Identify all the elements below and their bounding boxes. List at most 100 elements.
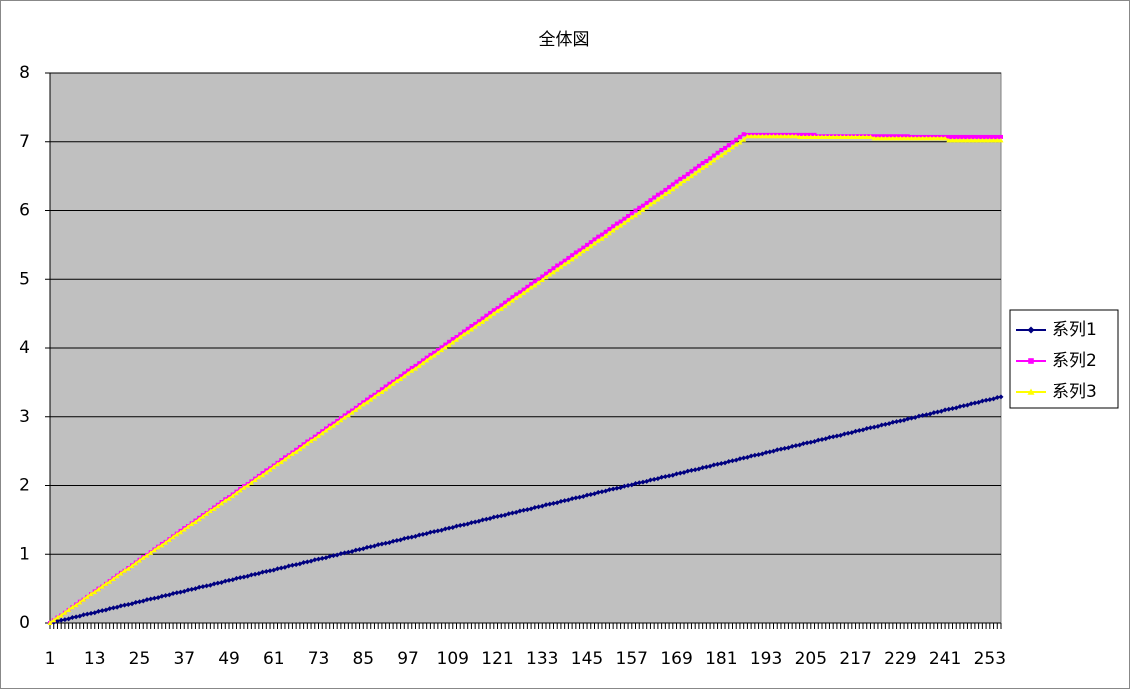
marker bbox=[536, 280, 542, 285]
marker bbox=[588, 491, 594, 497]
marker bbox=[864, 425, 870, 431]
marker bbox=[998, 394, 1004, 400]
marker bbox=[879, 135, 885, 141]
marker bbox=[558, 264, 564, 269]
marker bbox=[599, 489, 605, 495]
marker bbox=[674, 179, 679, 184]
marker bbox=[92, 610, 98, 616]
marker bbox=[151, 547, 157, 553]
marker bbox=[536, 504, 542, 510]
marker bbox=[424, 355, 429, 360]
marker bbox=[371, 394, 377, 399]
marker bbox=[640, 207, 646, 212]
marker bbox=[573, 495, 579, 501]
marker bbox=[879, 422, 885, 428]
marker bbox=[521, 290, 527, 295]
marker bbox=[491, 311, 497, 316]
marker bbox=[431, 353, 437, 358]
y-tick-label: 4 bbox=[19, 338, 30, 358]
marker bbox=[435, 528, 441, 534]
x-tick-label: 133 bbox=[526, 649, 558, 669]
marker bbox=[964, 402, 970, 408]
marker bbox=[189, 521, 195, 526]
marker bbox=[323, 428, 329, 433]
marker bbox=[923, 135, 929, 141]
marker bbox=[808, 439, 814, 445]
chart-title: 全体図 bbox=[539, 30, 590, 50]
marker bbox=[629, 482, 635, 488]
marker bbox=[957, 403, 963, 409]
marker bbox=[789, 133, 795, 139]
marker bbox=[439, 527, 445, 533]
legend-label: 系列1 bbox=[1052, 320, 1097, 340]
marker bbox=[345, 549, 351, 555]
marker bbox=[252, 477, 258, 482]
marker bbox=[443, 342, 448, 347]
marker bbox=[983, 137, 989, 143]
marker bbox=[953, 405, 959, 411]
marker bbox=[633, 480, 639, 486]
marker bbox=[550, 500, 556, 506]
marker bbox=[133, 560, 139, 566]
marker bbox=[834, 134, 840, 139]
marker bbox=[577, 251, 583, 256]
marker bbox=[319, 555, 325, 561]
marker bbox=[480, 517, 486, 523]
marker bbox=[517, 293, 523, 298]
marker bbox=[718, 461, 724, 466]
marker bbox=[163, 540, 169, 545]
marker bbox=[905, 135, 911, 141]
marker bbox=[267, 467, 273, 472]
marker bbox=[58, 617, 64, 623]
marker bbox=[968, 401, 974, 407]
marker bbox=[759, 133, 765, 139]
y-tick-label: 5 bbox=[19, 269, 30, 289]
marker bbox=[774, 133, 780, 139]
marker bbox=[319, 430, 325, 436]
marker bbox=[577, 494, 583, 500]
x-tick-label: 169 bbox=[660, 649, 692, 669]
marker bbox=[995, 134, 1000, 139]
marker bbox=[592, 237, 597, 242]
marker bbox=[748, 453, 754, 459]
marker bbox=[744, 454, 750, 460]
marker bbox=[785, 445, 791, 451]
marker bbox=[521, 287, 526, 292]
marker bbox=[409, 365, 414, 370]
marker bbox=[461, 329, 466, 334]
x-tick-label: 85 bbox=[352, 649, 374, 669]
marker bbox=[991, 134, 996, 139]
marker bbox=[677, 470, 683, 476]
marker bbox=[402, 371, 407, 376]
marker bbox=[54, 618, 60, 624]
marker bbox=[77, 599, 83, 605]
marker bbox=[663, 187, 668, 192]
marker bbox=[495, 308, 501, 313]
marker bbox=[528, 506, 534, 512]
x-tick-label: 253 bbox=[974, 649, 1006, 669]
marker bbox=[812, 439, 818, 444]
marker bbox=[424, 531, 430, 537]
marker bbox=[685, 172, 690, 177]
marker bbox=[248, 572, 254, 578]
marker bbox=[398, 374, 403, 379]
marker bbox=[513, 509, 519, 515]
marker bbox=[723, 145, 728, 150]
marker bbox=[196, 516, 202, 522]
marker bbox=[584, 492, 590, 498]
marker bbox=[659, 190, 664, 195]
marker bbox=[916, 413, 922, 419]
marker bbox=[573, 250, 578, 255]
marker bbox=[301, 560, 307, 565]
marker bbox=[674, 183, 680, 189]
marker bbox=[379, 389, 385, 394]
marker bbox=[163, 593, 169, 598]
marker bbox=[819, 134, 825, 139]
marker bbox=[797, 442, 803, 448]
marker bbox=[364, 399, 370, 405]
marker bbox=[155, 544, 161, 550]
marker bbox=[192, 519, 198, 524]
marker bbox=[454, 523, 460, 529]
marker bbox=[994, 395, 1000, 400]
marker bbox=[118, 571, 124, 576]
